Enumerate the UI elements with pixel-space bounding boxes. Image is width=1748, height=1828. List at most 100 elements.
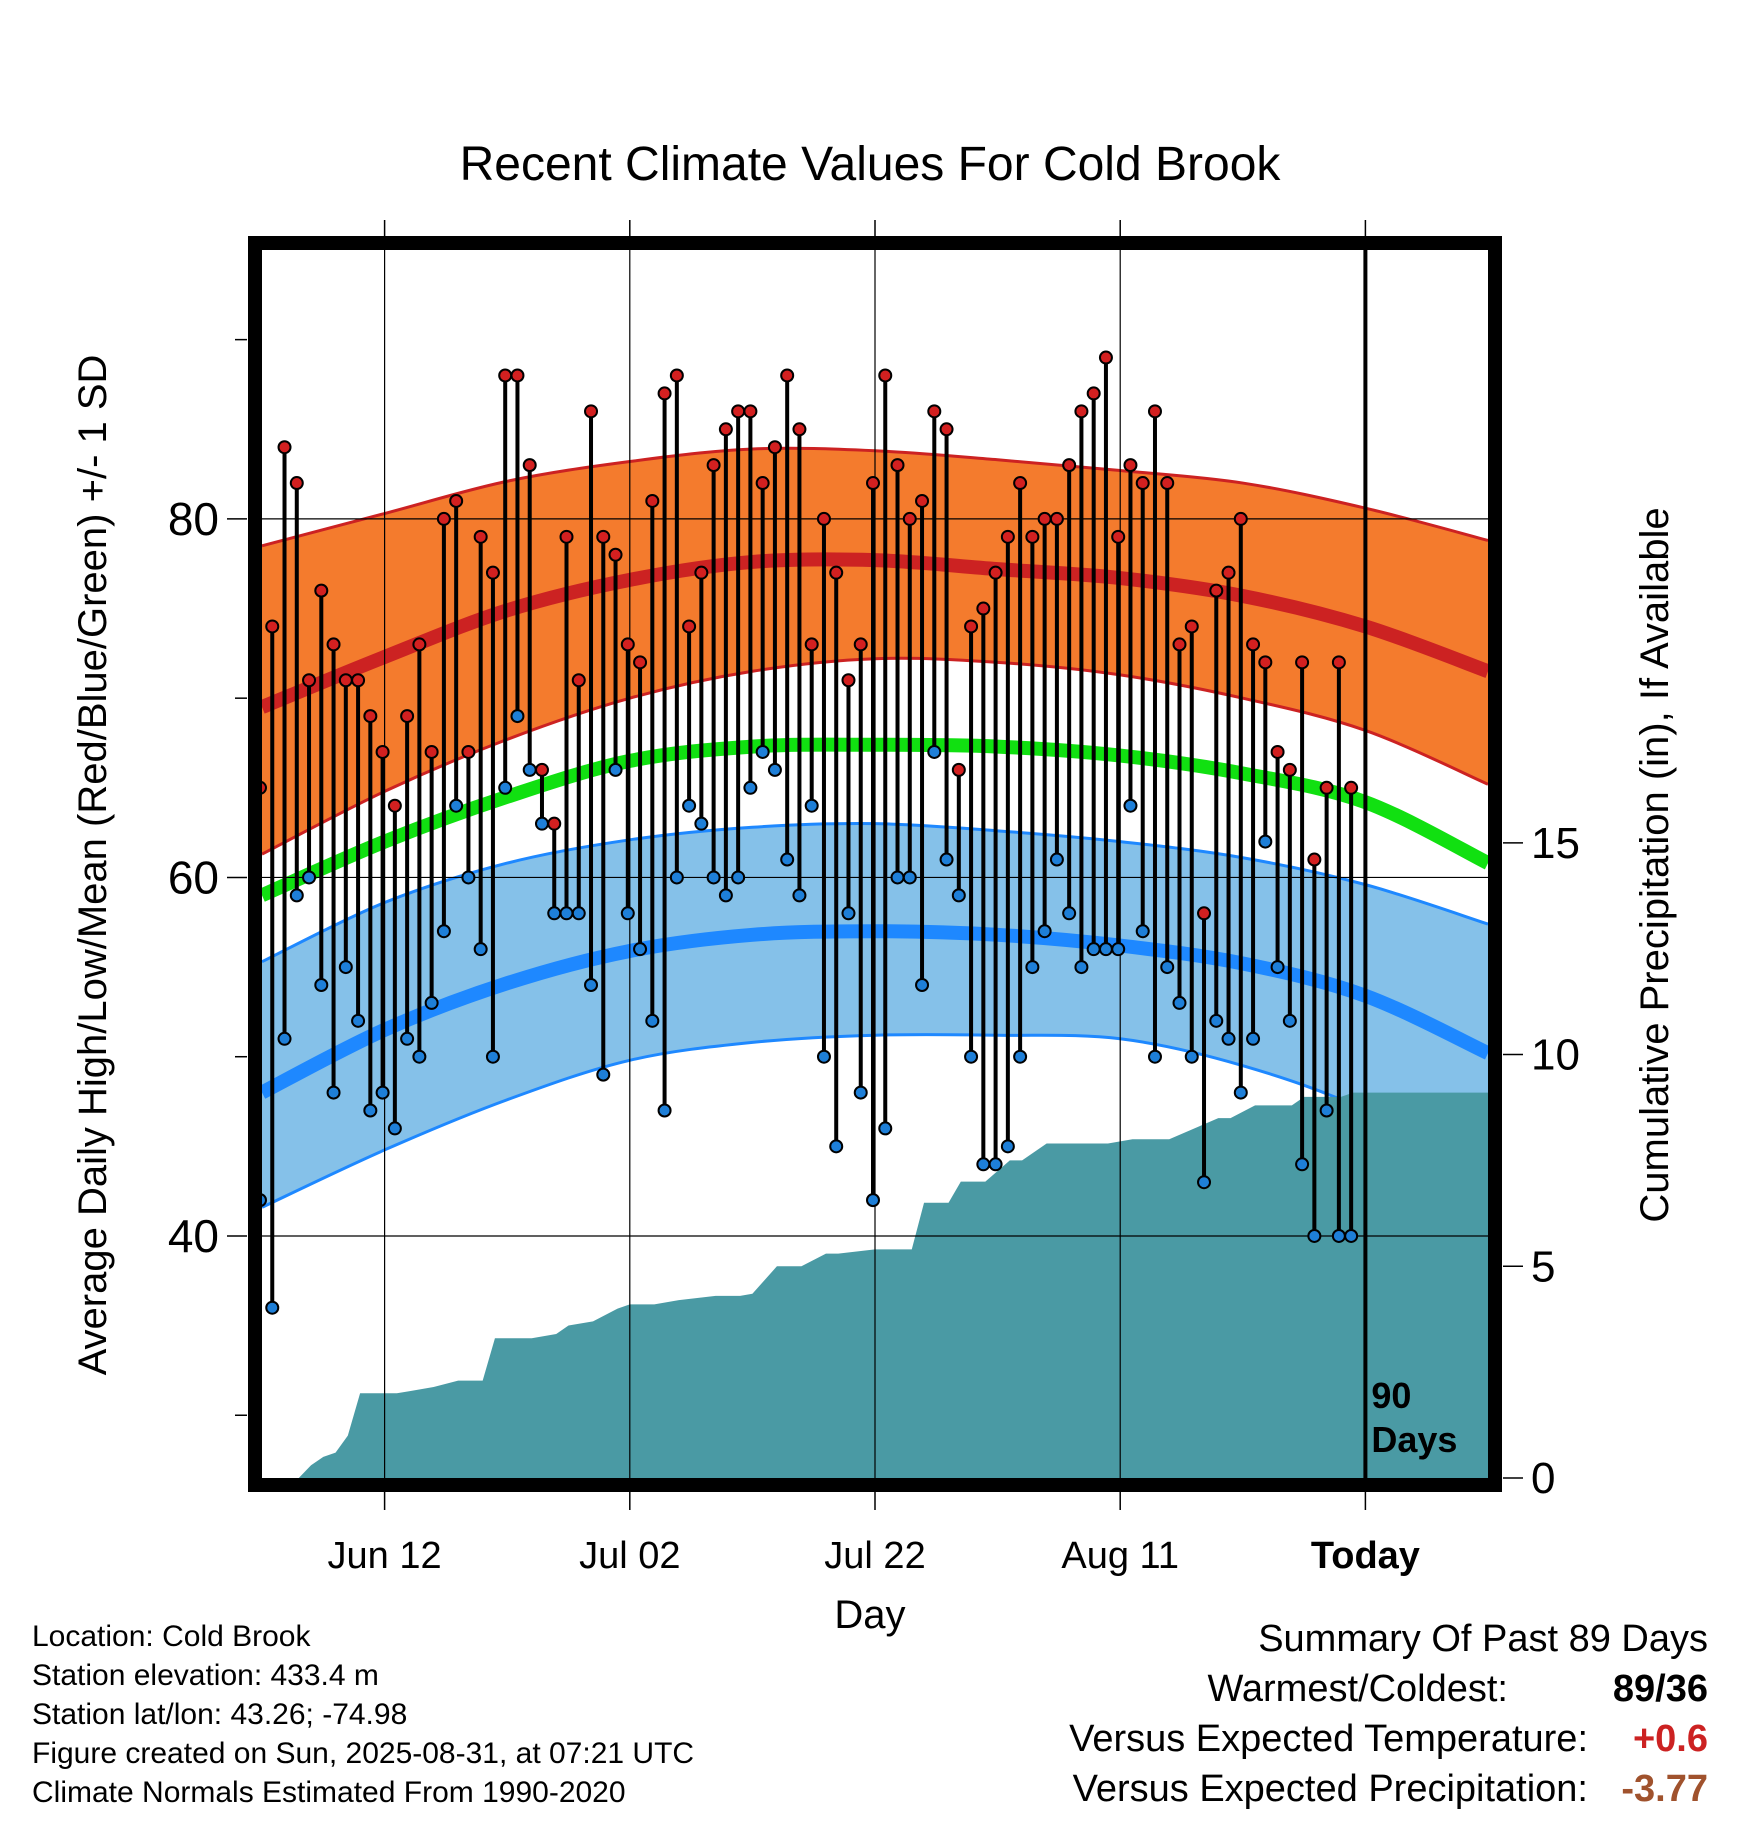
- x-tick-label: Today: [1311, 1535, 1420, 1577]
- daily-high-point: [485, 565, 500, 580]
- daily-low-point: [1221, 1031, 1236, 1046]
- daily-high-point: [645, 493, 660, 508]
- daily-high-point: [436, 511, 451, 526]
- daily-high-point: [927, 404, 942, 419]
- daily-low-point: [890, 870, 905, 885]
- daily-low-point: [755, 744, 770, 759]
- meta-elevation: Station elevation: 433.4 m: [32, 1659, 379, 1692]
- daily-high-point: [853, 637, 868, 652]
- daily-high-point: [1246, 637, 1261, 652]
- daily-high-point: [1270, 744, 1285, 759]
- today-marker-label: 90 Days: [1371, 1375, 1457, 1460]
- daily-high-point: [412, 637, 427, 652]
- daily-high-point: [400, 709, 415, 724]
- y2-tick-label: 5: [1531, 1242, 1555, 1291]
- daily-low-point: [449, 798, 464, 813]
- daily-low-point: [988, 1157, 1003, 1172]
- daily-high-point: [1074, 404, 1089, 419]
- y-tick-label: 60: [168, 851, 219, 903]
- daily-low-point: [265, 1300, 280, 1315]
- daily-high-point: [1013, 476, 1028, 491]
- daily-high-point: [1111, 529, 1126, 544]
- daily-low-point: [1307, 1228, 1322, 1243]
- daily-high-point: [1049, 511, 1064, 526]
- daily-low-point: [976, 1157, 991, 1172]
- daily-low-point: [1013, 1049, 1028, 1064]
- daily-high-point: [780, 368, 795, 383]
- daily-high-point: [682, 619, 697, 634]
- daily-low-point: [1147, 1049, 1162, 1064]
- daily-high-point: [559, 529, 574, 544]
- daily-high-point: [534, 762, 549, 777]
- daily-high-point: [902, 511, 917, 526]
- daily-high-point: [1172, 637, 1187, 652]
- daily-low-point: [314, 978, 329, 993]
- daily-low-point: [694, 816, 709, 831]
- daily-low-point: [498, 780, 513, 795]
- daily-low-point: [485, 1049, 500, 1064]
- daily-high-point: [338, 673, 353, 688]
- daily-high-point: [1037, 511, 1052, 526]
- daily-low-point: [1209, 1013, 1224, 1028]
- daily-low-point: [804, 798, 819, 813]
- daily-high-point: [522, 458, 537, 473]
- daily-low-point: [718, 888, 733, 903]
- daily-high-point: [1062, 458, 1077, 473]
- daily-high-point: [694, 565, 709, 580]
- meta-location: Location: Cold Brook: [32, 1620, 311, 1653]
- daily-high-point: [314, 583, 329, 598]
- daily-low-point: [436, 924, 451, 939]
- daily-high-point: [1086, 386, 1101, 401]
- daily-high-point: [547, 816, 562, 831]
- daily-low-point: [1331, 1228, 1346, 1243]
- daily-low-point: [964, 1049, 979, 1064]
- daily-low-point: [706, 870, 721, 885]
- daily-low-point: [829, 1139, 844, 1154]
- meta-created: Figure created on Sun, 2025-08-31, at 07…: [32, 1737, 695, 1770]
- daily-high-point: [792, 422, 807, 437]
- x-tick-label: Jul 22: [824, 1535, 925, 1577]
- daily-low-point: [1233, 1085, 1248, 1100]
- daily-high-point: [1000, 529, 1015, 544]
- daily-low-point: [1000, 1139, 1015, 1154]
- daily-low-point: [351, 1013, 366, 1028]
- daily-high-point: [866, 476, 880, 491]
- daily-high-point: [1331, 655, 1346, 670]
- daily-low-point: [596, 1067, 611, 1082]
- daily-low-point: [767, 762, 782, 777]
- daily-low-point: [1037, 924, 1052, 939]
- summary-value-precip: -3.77: [1621, 1768, 1708, 1810]
- daily-high-point: [375, 744, 390, 759]
- meta-normals: Climate Normals Estimated From 1990-2020: [32, 1776, 626, 1809]
- daily-low-point: [375, 1085, 390, 1100]
- daily-low-point: [412, 1049, 427, 1064]
- daily-high-point: [1160, 476, 1175, 491]
- daily-low-point: [657, 1103, 672, 1118]
- daily-low-point: [951, 888, 966, 903]
- daily-high-point: [731, 404, 746, 419]
- daily-high-point: [277, 440, 292, 455]
- daily-high-point: [1307, 852, 1322, 867]
- daily-low-point: [1319, 1103, 1334, 1118]
- summary-value-warmest: 89/36: [1612, 1668, 1708, 1710]
- daily-low-point: [669, 870, 684, 885]
- daily-low-point: [1258, 834, 1273, 849]
- daily-low-point: [853, 1085, 868, 1100]
- daily-low-point: [1062, 906, 1077, 921]
- daily-low-point: [534, 816, 549, 831]
- daily-high-point: [473, 529, 488, 544]
- daily-low-point: [1246, 1031, 1261, 1046]
- daily-high-point: [1184, 619, 1199, 634]
- y2-tick-label: 15: [1531, 819, 1580, 868]
- daily-high-point: [657, 386, 672, 401]
- daily-high-point: [964, 619, 979, 634]
- daily-low-point: [302, 870, 317, 885]
- summary-title: Summary Of Past 89 Days: [1258, 1618, 1708, 1660]
- y2-tick-label: 10: [1531, 1031, 1580, 1080]
- daily-high-point: [1209, 583, 1224, 598]
- daily-low-point: [547, 906, 562, 921]
- daily-low-point: [1270, 960, 1285, 975]
- daily-high-point: [976, 601, 991, 616]
- summary-label-temp: Versus Expected Temperature:: [1069, 1718, 1588, 1760]
